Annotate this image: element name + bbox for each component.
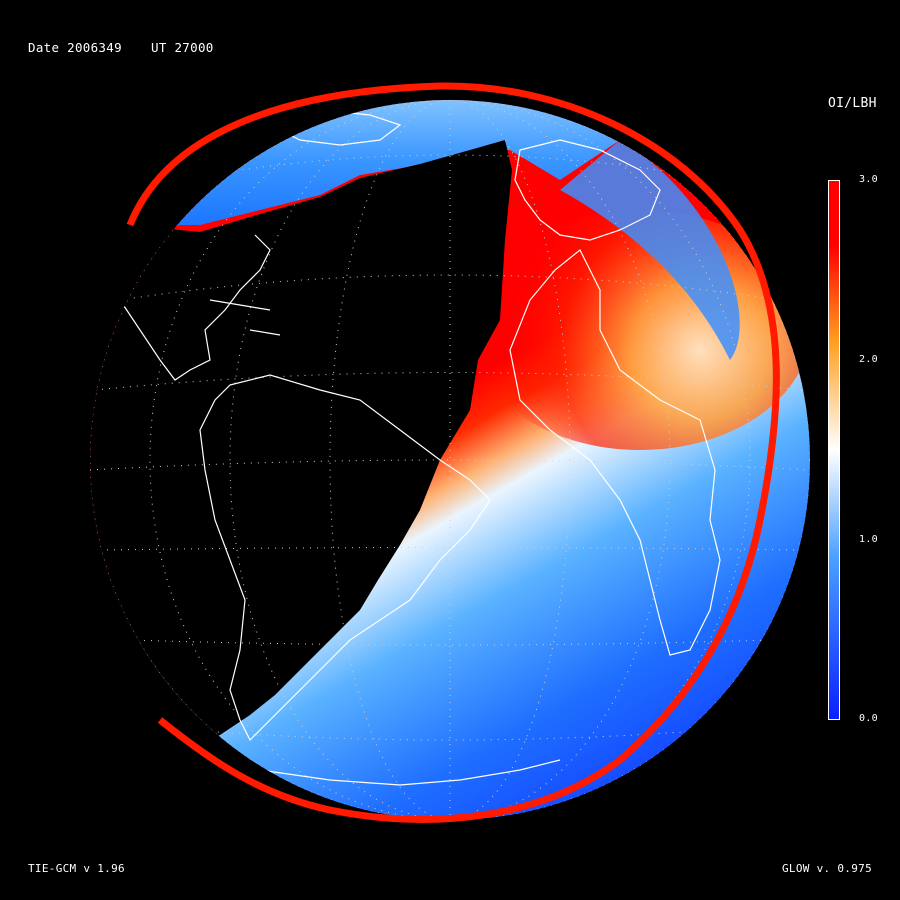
colorbar [828,180,840,720]
glow-version-label: GLOW v. 0.975 [782,862,872,875]
ut-label: UT 27000 [151,40,214,55]
colorbar-tick: 2.0 [859,354,878,365]
graticule [90,100,810,820]
colorbar-tick: 1.0 [859,534,878,545]
warm-lobe [470,210,810,450]
colorbar-tick: 3.0 [859,174,878,185]
dayside-limb [126,82,780,823]
colorbar-title: OI/LBH [828,96,877,111]
date-label: Date 2006349 [28,40,122,55]
colorbar-tick: 0.0 [859,713,878,724]
model-version-label: TIE-GCM v 1.96 [28,862,125,875]
